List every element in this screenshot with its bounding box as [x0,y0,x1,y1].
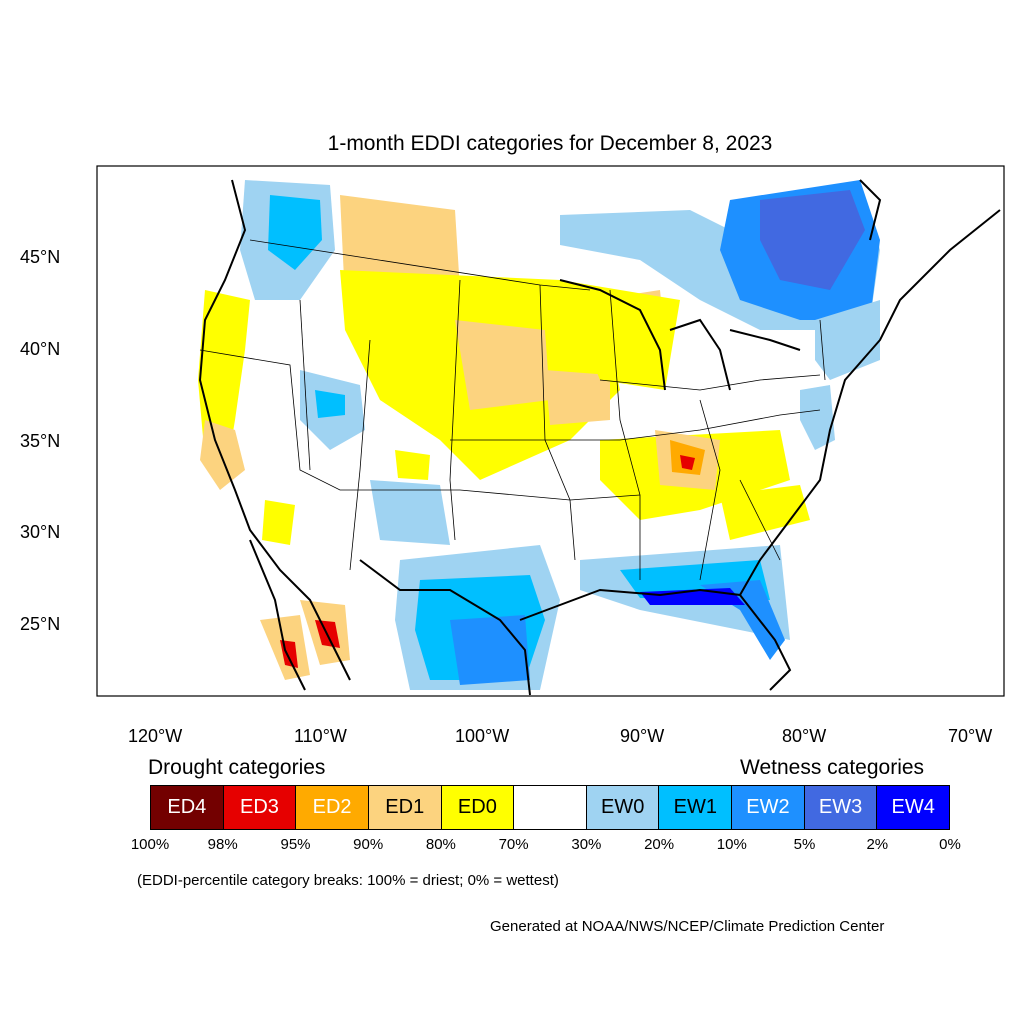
legend-box-ew2: EW2 [732,786,805,829]
legend-box-ew0: EW0 [586,786,660,829]
legend-box-ed2: ED2 [296,786,369,829]
legend-box-ed1: ED1 [368,786,442,829]
pct-break: 100% [130,836,170,853]
wet-region-mid-atlantic [800,385,835,450]
legend-box-ed4: ED4 [151,786,224,829]
wet-region-utah [315,390,345,418]
pct-break: 80% [425,836,456,853]
lat-label-25: 25°N [20,614,61,634]
pct-break: 95% [280,836,311,853]
legend-box-neutral [514,786,587,829]
lon-label-110: 110°W [294,726,347,746]
dry-region-upper-midwest [560,280,680,390]
pct-break: 10% [716,836,747,853]
wet-region-southwest [370,480,450,545]
wetness-heading: Wetness categories [740,756,925,779]
dry-region-southeast [720,485,810,540]
lon-label-80: 80°W [782,726,827,746]
wet-region-texas-coast [450,615,530,685]
map-frame [96,165,1005,697]
drought-heading: Drought categories [148,756,326,779]
lon-label-120: 120°W [128,726,183,746]
lon-label-100: 100°W [455,726,510,746]
pct-break: 70% [498,836,529,853]
dry-region-new-mexico [395,450,430,480]
dry-region-california [200,420,245,490]
legend-box-ew1: EW1 [659,786,733,829]
pct-break: 0% [939,836,961,853]
wet-region-pacific-nw-core [268,195,322,270]
lat-label-40: 40°N [20,339,61,359]
legend-box-ew4: EW4 [877,786,950,829]
pct-break: 20% [644,836,675,853]
legend-box-ed0: ED0 [441,786,515,829]
credit-line: Generated at NOAA/NWS/NCEP/Climate Predi… [490,918,885,935]
state-borders [199,239,826,581]
lat-label-30: 30°N [20,522,61,542]
pct-break: 98% [207,836,238,853]
dry-region-dakotas [455,320,550,410]
pct-break: 90% [353,836,384,853]
pct-break: 30% [571,836,602,853]
map-title: 1-month EDDI categories for December 8, … [327,132,773,155]
dry-region-arizona [262,500,295,545]
lat-label-45: 45°N [20,247,61,267]
lat-label-35: 35°N [20,431,61,451]
lon-label-70: 70°W [948,726,993,746]
wet-region-quebec-core [760,190,865,290]
legend-box-ew3: EW3 [804,786,878,829]
legend-box-ed3: ED3 [223,786,297,829]
wet-region-florida [700,580,785,660]
coastlines [198,179,1001,696]
lon-label-90: 90°W [620,726,665,746]
dry-region-kentucky-peak [680,455,695,470]
dry-region-iowa [545,370,610,425]
breaks-note: (EDDI-percentile category breaks: 100% =… [137,872,559,889]
eddi-map [96,165,1005,697]
pct-break: 5% [793,836,816,853]
pct-break: 2% [866,836,889,853]
legend-bar: ED4 ED3 ED2 ED1 ED0 EW0 EW1 EW2 EW3 EW4 [150,785,950,830]
